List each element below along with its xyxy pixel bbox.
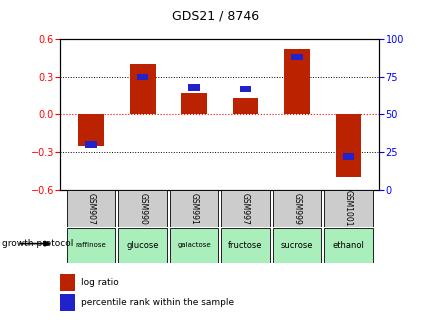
Bar — [188, 84, 200, 91]
Text: galactose: galactose — [177, 242, 210, 248]
Bar — [323, 228, 372, 263]
Bar — [169, 228, 218, 263]
Text: glucose: glucose — [126, 241, 159, 250]
Bar — [85, 141, 97, 148]
Bar — [323, 190, 372, 227]
Text: GSM1001: GSM1001 — [343, 190, 352, 227]
Text: fructose: fructose — [228, 241, 262, 250]
Text: ethanol: ethanol — [332, 241, 363, 250]
Bar — [169, 190, 218, 227]
Bar — [342, 153, 353, 160]
Bar — [232, 98, 258, 114]
Text: sucrose: sucrose — [280, 241, 313, 250]
Bar — [60, 274, 74, 290]
Text: growth protocol: growth protocol — [2, 239, 74, 248]
Bar — [221, 228, 269, 263]
Bar — [221, 190, 269, 227]
Text: GDS21 / 8746: GDS21 / 8746 — [172, 10, 258, 23]
Bar — [239, 86, 251, 92]
Bar — [67, 228, 115, 263]
Text: GSM997: GSM997 — [240, 193, 249, 224]
Text: GSM907: GSM907 — [86, 193, 95, 224]
Text: percentile rank within the sample: percentile rank within the sample — [81, 298, 233, 307]
Text: GSM990: GSM990 — [138, 193, 147, 224]
Text: GSM991: GSM991 — [189, 193, 198, 224]
Bar — [78, 114, 104, 146]
Bar — [283, 49, 309, 114]
Text: raffinose: raffinose — [76, 242, 106, 248]
Text: GSM999: GSM999 — [292, 193, 301, 224]
Bar — [129, 64, 155, 114]
Bar — [60, 294, 74, 311]
Bar — [272, 228, 320, 263]
Bar — [335, 114, 360, 177]
Bar — [272, 190, 320, 227]
Bar — [137, 74, 148, 80]
Bar — [67, 190, 115, 227]
Bar — [291, 54, 302, 60]
Bar — [181, 93, 206, 114]
Text: log ratio: log ratio — [81, 278, 119, 287]
Bar — [118, 190, 166, 227]
Bar — [118, 228, 166, 263]
